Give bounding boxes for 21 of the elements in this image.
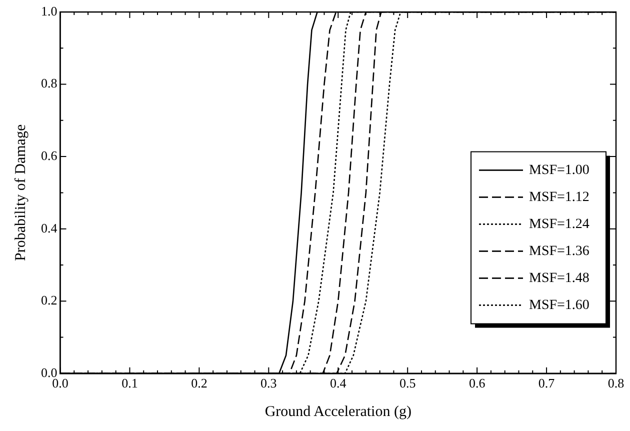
x-tick-label: 0.8 — [608, 376, 624, 391]
x-tick-label: 0.1 — [122, 376, 138, 391]
y-tick-label: 0.6 — [41, 148, 58, 163]
legend-label: MSF=1.12 — [529, 190, 590, 205]
x-tick-label: 0.2 — [191, 376, 208, 391]
y-tick-label: 0.4 — [41, 220, 58, 236]
legend-label: MSF=1.24 — [529, 216, 590, 232]
legend-label: MSF=1.00 — [529, 162, 590, 178]
legend-label: MSF=1.36 — [529, 244, 590, 259]
x-tick-label: 0.4 — [330, 376, 347, 391]
x-tick-label: 0.7 — [538, 376, 556, 391]
x-tick-label: 0.5 — [399, 376, 416, 391]
x-tick-label: 0.3 — [260, 376, 277, 391]
y-tick-label: 1.0 — [41, 3, 58, 18]
y-tick-label: 0.2 — [41, 292, 58, 308]
x-axis-title: Ground Acceleration (g) — [264, 404, 412, 420]
legend-label: MSF=1.60 — [529, 298, 590, 313]
x-tick-label: 0.6 — [468, 376, 486, 391]
y-tick-label: 0.8 — [41, 76, 58, 91]
y-axis-title: Probability of Damage — [12, 124, 29, 262]
legend-label: MSF=1.48 — [529, 270, 590, 286]
